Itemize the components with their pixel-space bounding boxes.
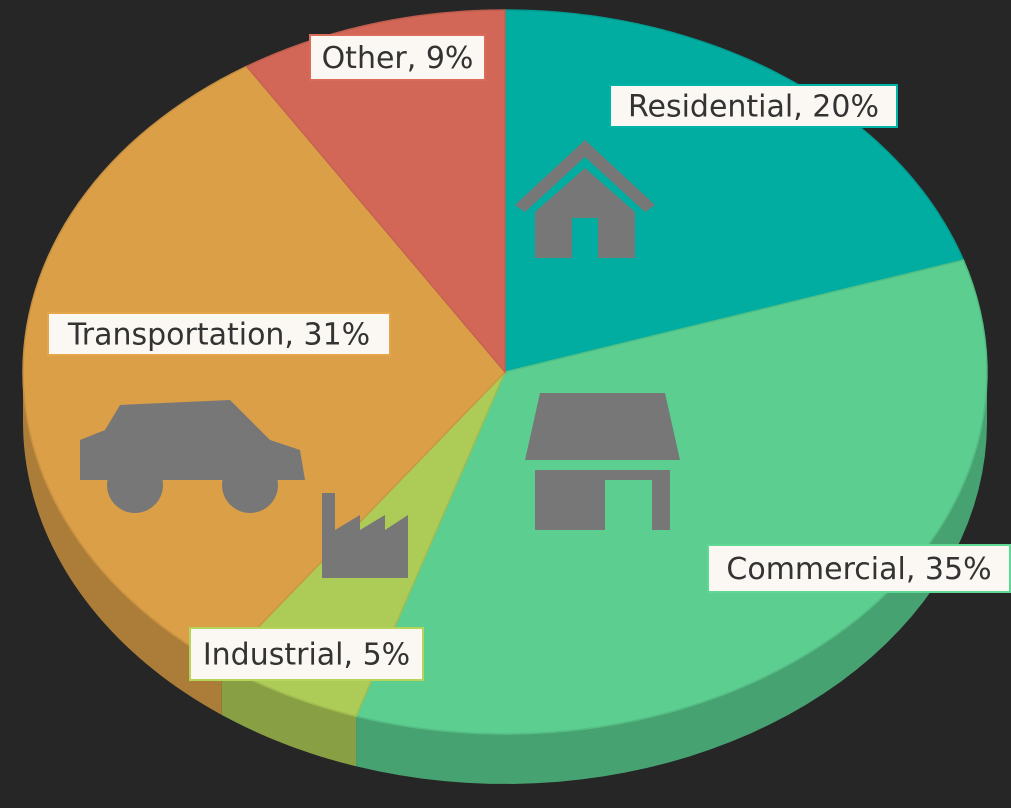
slice-side	[356, 372, 987, 784]
slice	[355, 259, 988, 735]
car-wheel	[107, 457, 163, 513]
slice	[22, 65, 507, 666]
store-icon	[525, 393, 680, 530]
label-box	[707, 544, 1011, 593]
data-label: Commercial, 35%	[726, 552, 991, 587]
slice-side	[221, 664, 357, 767]
label-box	[47, 312, 391, 356]
data-label: Other, 9%	[322, 41, 474, 76]
data-labels: Residential, 20% Commercial, 35% Industria…	[47, 34, 1011, 681]
label-box	[189, 627, 424, 681]
data-label: Industrial, 5%	[203, 638, 410, 673]
factory-icon	[322, 493, 408, 578]
label-box	[609, 84, 898, 128]
data-label: Transportation, 31%	[67, 318, 370, 353]
car-wheel	[222, 457, 278, 513]
label-box	[309, 34, 486, 81]
slice	[245, 9, 506, 375]
data-label: Residential, 20%	[628, 90, 879, 125]
icons	[80, 140, 680, 578]
house-icon	[515, 140, 655, 258]
